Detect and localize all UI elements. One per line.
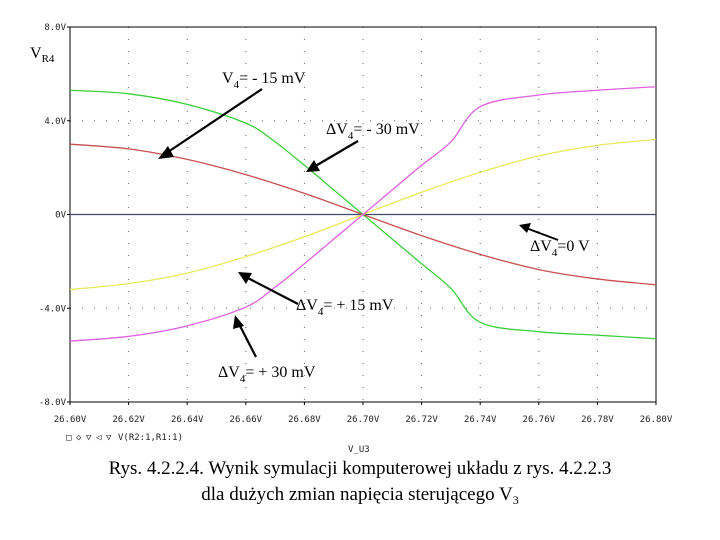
legend-marker-yellow: ◁	[96, 433, 102, 443]
legend-marker-magenta: ▽	[106, 433, 112, 443]
x-tick-label: 26.80V	[640, 415, 673, 425]
x-tick-label: 26.70V	[347, 415, 380, 425]
y-tick-label: -8.0V	[39, 398, 67, 408]
x-tick-label: 26.66V	[230, 415, 263, 425]
legend-marker-dark: ▽	[86, 433, 92, 443]
x-axis-ticks: 26.60V 26.62V 26.64V 26.66V 26.68V 26.70V 26.7…	[54, 402, 673, 425]
legend-marker-green: □	[66, 433, 72, 443]
x-tick-label: 26.76V	[523, 415, 556, 425]
annotation-label: ΔV4= + 30 mV	[218, 364, 316, 385]
annotation-dv4-plus30: ΔV4= + 30 mV	[218, 315, 316, 385]
annotation-dv4-minus30: ΔV4= - 30 mV	[306, 121, 420, 172]
x-tick-label: 26.62V	[112, 415, 145, 425]
x-tick-label: 26.68V	[288, 415, 321, 425]
figure-caption-line2: dla dużych zmian napięcia sterującego V3	[0, 482, 720, 513]
legend: □ ◇ ▽ ◁ ▽ V(R2:1,R1:1)	[66, 433, 183, 443]
y-axis-label: VR4	[30, 45, 55, 65]
caption-text: dla dużych zmian napięcia sterującego V	[201, 484, 513, 505]
y-tick-label: 0V	[55, 211, 66, 221]
annotation-arrow	[525, 227, 559, 241]
y-tick-label: 8.0V	[44, 23, 66, 33]
annotation-arrow	[237, 321, 257, 358]
annotation-arrow	[311, 140, 359, 169]
annotation-dv4-zero: ΔV4=0 V	[519, 223, 590, 259]
figure-caption-line1: Rys. 4.2.2.4. Wynik symulacji komputerow…	[108, 458, 612, 479]
y-tick-label: -4.0V	[39, 304, 67, 314]
x-tick-label: 26.74V	[464, 415, 497, 425]
caption-subscript: 3	[512, 493, 519, 507]
annotation-arrow	[243, 275, 299, 305]
legend-text: V(R2:1,R1:1)	[118, 433, 183, 443]
annotation-label: V4= - 15 mV	[222, 70, 306, 91]
x-tick-label: 26.60V	[54, 415, 87, 425]
x-tick-label: 26.78V	[581, 415, 614, 425]
annotation-dv4-plus15: ΔV4= + 15 mV	[238, 272, 394, 318]
annotation-label: ΔV4= + 15 mV	[296, 297, 394, 318]
annotation-label: ΔV4= - 30 mV	[326, 121, 420, 142]
annotation-arrowhead	[519, 223, 531, 233]
annotation-arrowhead	[306, 160, 320, 172]
x-tick-label: 26.72V	[405, 415, 438, 425]
y-axis-ticks: 8.0V 4.0V 0V -4.0V -8.0V	[39, 23, 70, 408]
annotation-dv4-minus15: V4= - 15 mV	[158, 70, 306, 159]
y-tick-label: 4.0V	[44, 117, 66, 127]
legend-marker-red: ◇	[76, 433, 82, 443]
annotation-arrowhead	[233, 315, 244, 329]
series-line-4	[69, 86, 657, 342]
x-tick-label: 26.64V	[171, 415, 204, 425]
annotation-arrowhead	[238, 272, 252, 284]
annotation-label: ΔV4=0 V	[530, 238, 590, 259]
x-axis-label: V_U3	[348, 445, 370, 455]
annotation-arrow	[161, 88, 263, 157]
annotation-arrowhead	[158, 146, 174, 159]
